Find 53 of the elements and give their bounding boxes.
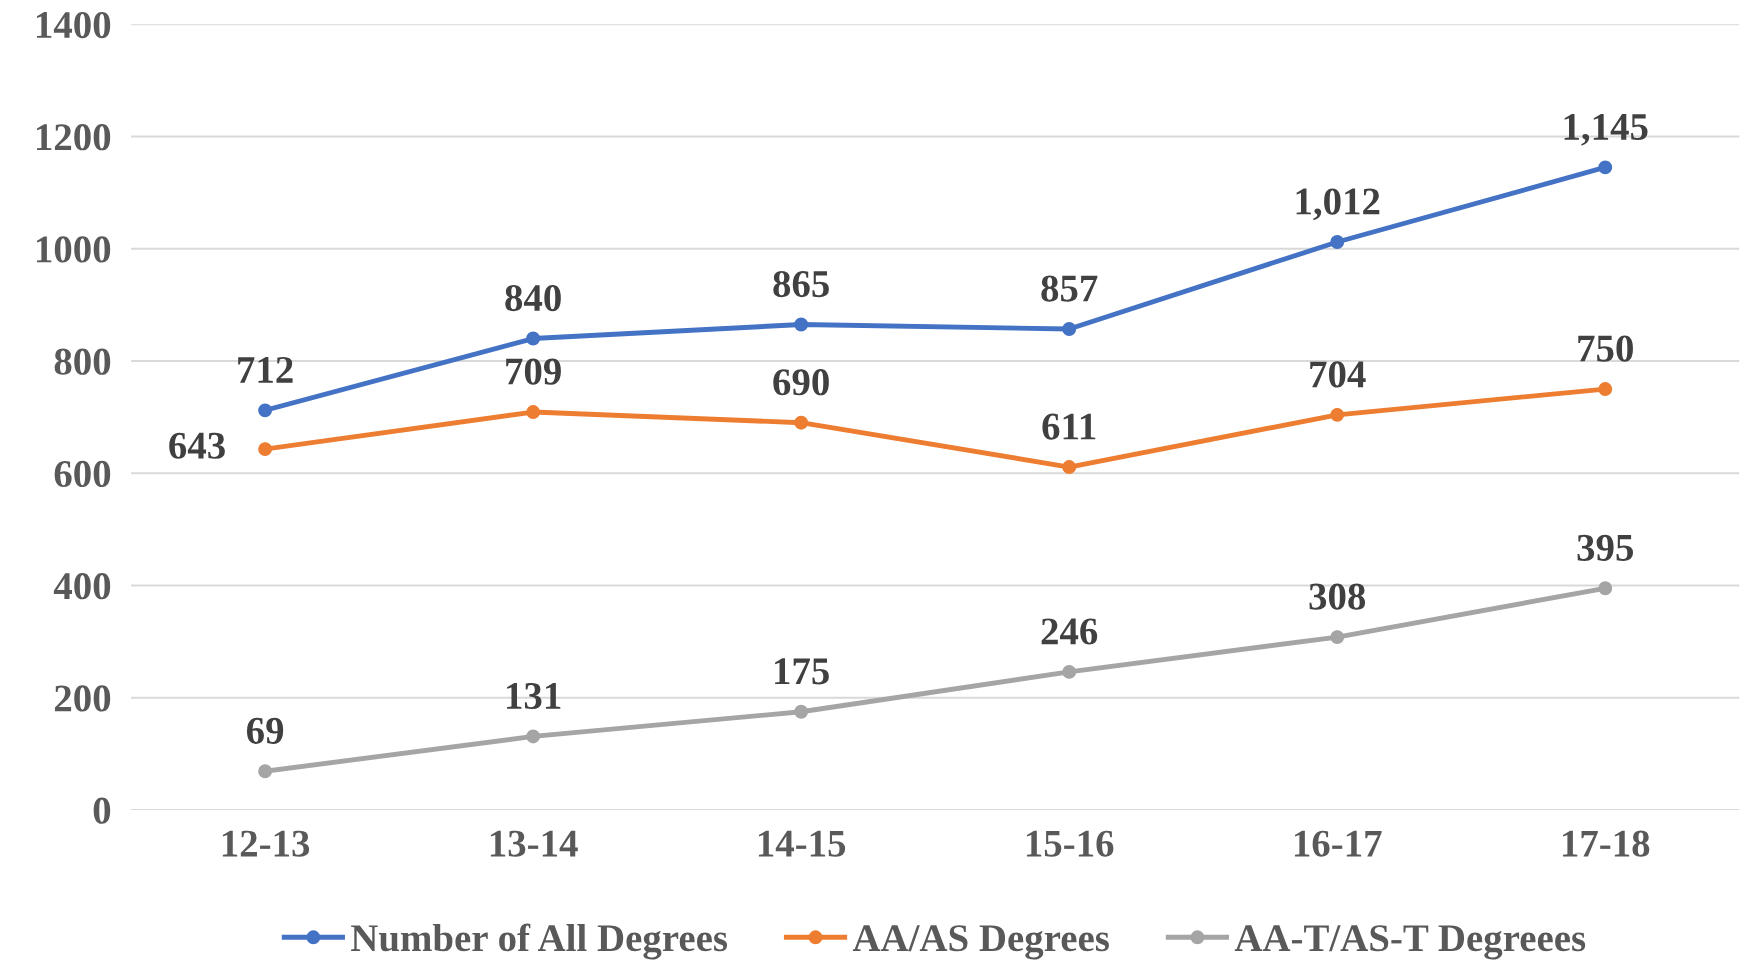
point xyxy=(1598,382,1613,396)
data-label: 246 xyxy=(1041,618,1098,645)
point xyxy=(526,331,541,346)
point xyxy=(1062,322,1077,336)
point xyxy=(526,405,541,419)
data-label: 750 xyxy=(1578,335,1633,362)
y-tick-label: 1400 xyxy=(36,11,111,39)
x-tick-label: 13-14 xyxy=(490,830,578,857)
y-tick-label: 1200 xyxy=(36,124,111,151)
legend-label: AA/AS Degrees xyxy=(852,925,1109,960)
point xyxy=(1330,630,1345,645)
y-tick-label: 1000 xyxy=(36,236,111,263)
data-label: 175 xyxy=(775,658,829,685)
x-tick-label: 16-17 xyxy=(1294,830,1382,857)
data-label: 690 xyxy=(773,369,829,396)
legend-label: Number of All Degrees xyxy=(351,923,728,960)
x-tick-label: 17-18 xyxy=(1563,830,1650,857)
data-label: 395 xyxy=(1577,534,1633,561)
y-tick-label: 0 xyxy=(93,797,111,824)
y-tick-label: 400 xyxy=(53,573,111,600)
point xyxy=(1598,160,1613,175)
point xyxy=(794,317,809,332)
point xyxy=(794,704,809,719)
data-label: 840 xyxy=(505,284,561,312)
point xyxy=(258,764,273,779)
y-tick-label: 200 xyxy=(54,685,111,712)
data-label: 865 xyxy=(773,270,829,298)
data-label: 308 xyxy=(1309,583,1366,610)
data-label: 709 xyxy=(506,358,561,385)
point xyxy=(258,442,273,457)
data-label: 1,012 xyxy=(1296,188,1380,221)
point xyxy=(1062,460,1077,474)
data-label: 704 xyxy=(1310,361,1366,388)
point xyxy=(1062,664,1077,679)
x-tick-label: 12-13 xyxy=(222,830,310,857)
data-label: 1,145 xyxy=(1564,113,1648,146)
point xyxy=(1330,407,1345,422)
y-tick-label: 600 xyxy=(54,460,111,488)
point xyxy=(1330,235,1345,249)
x-tick-label: 14-15 xyxy=(758,830,846,857)
data-label: 131 xyxy=(507,682,561,710)
data-label: 643 xyxy=(169,432,225,459)
x-tick-label: 15-16 xyxy=(1026,830,1114,857)
point xyxy=(1598,581,1613,596)
point xyxy=(526,729,541,744)
data-label: 611 xyxy=(1042,413,1096,440)
y-tick-label: 800 xyxy=(54,348,111,375)
data-label: 712 xyxy=(238,356,293,383)
data-label: 857 xyxy=(1041,275,1098,302)
legend-label: AA-T/AS-T Degreees xyxy=(1234,925,1586,960)
point xyxy=(258,403,273,418)
data-label: 69 xyxy=(247,717,284,744)
point xyxy=(794,415,809,430)
